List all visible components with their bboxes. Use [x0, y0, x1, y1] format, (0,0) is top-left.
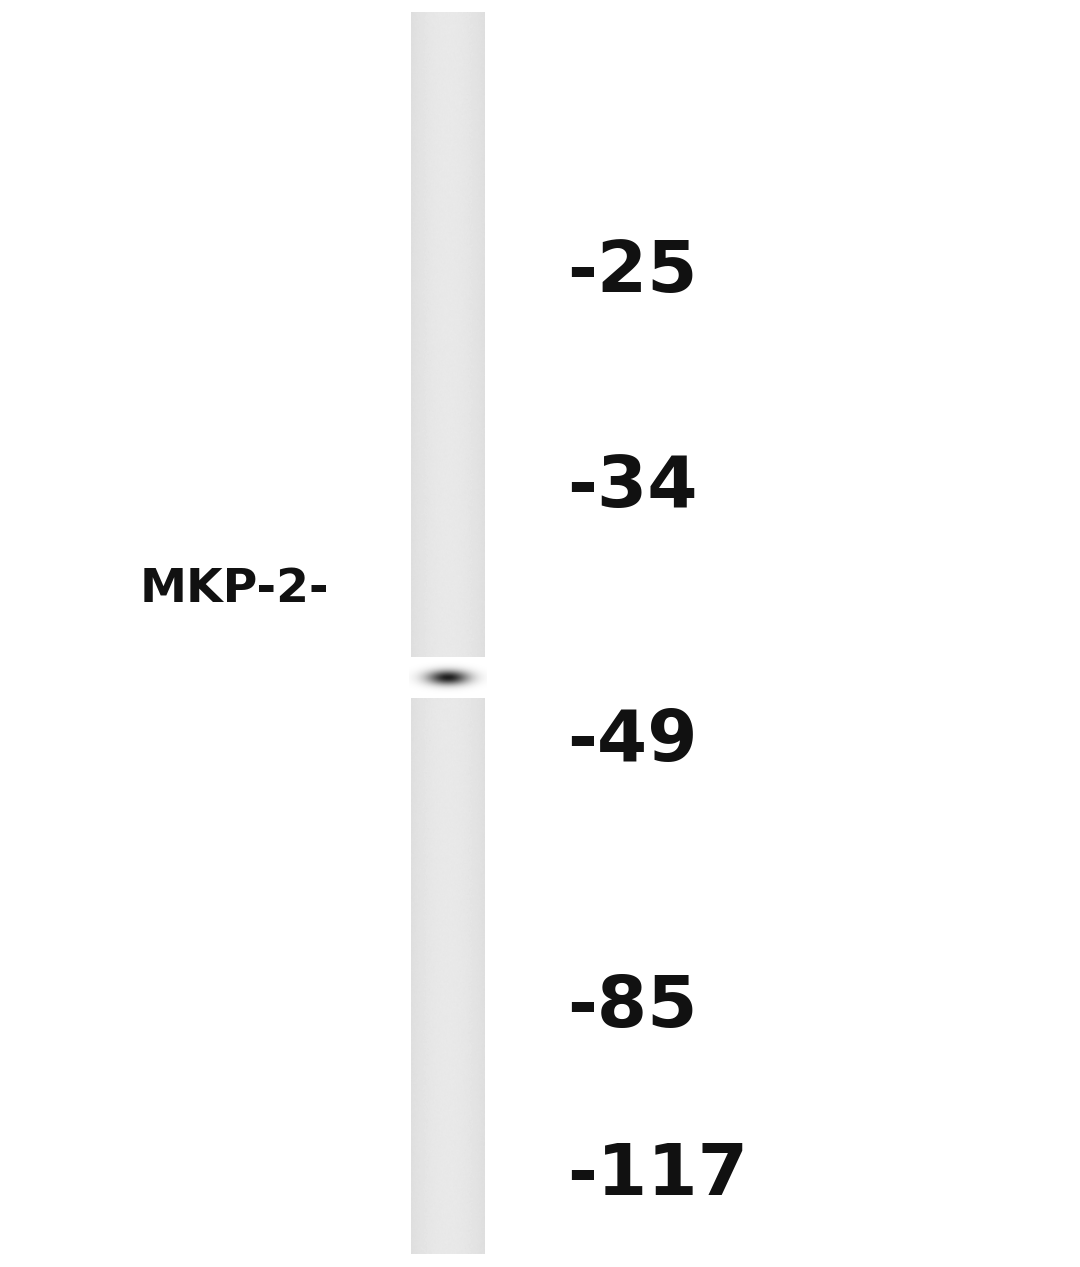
Text: -49: -49 [567, 707, 698, 775]
Text: -25: -25 [567, 238, 698, 307]
Text: -85: -85 [567, 973, 698, 1041]
Text: -34: -34 [567, 454, 698, 522]
Text: -117: -117 [567, 1142, 748, 1210]
Text: MKP-2-: MKP-2- [139, 566, 329, 612]
